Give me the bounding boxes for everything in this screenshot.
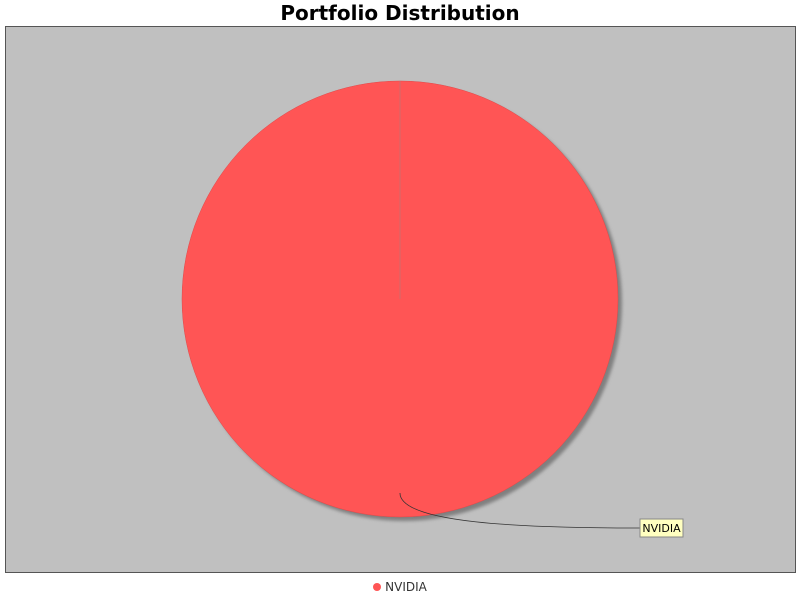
slice-label: NVIDIA — [642, 522, 681, 535]
legend-label: NVIDIA — [385, 580, 427, 594]
slice-label-box — [639, 518, 684, 538]
legend: NVIDIA — [0, 580, 800, 594]
chart-title: Portfolio Distribution — [280, 1, 520, 25]
legend-item-nvidia[interactable]: NVIDIA — [373, 580, 427, 594]
label-leader-line — [399, 492, 641, 529]
legend-swatch — [373, 583, 382, 591]
